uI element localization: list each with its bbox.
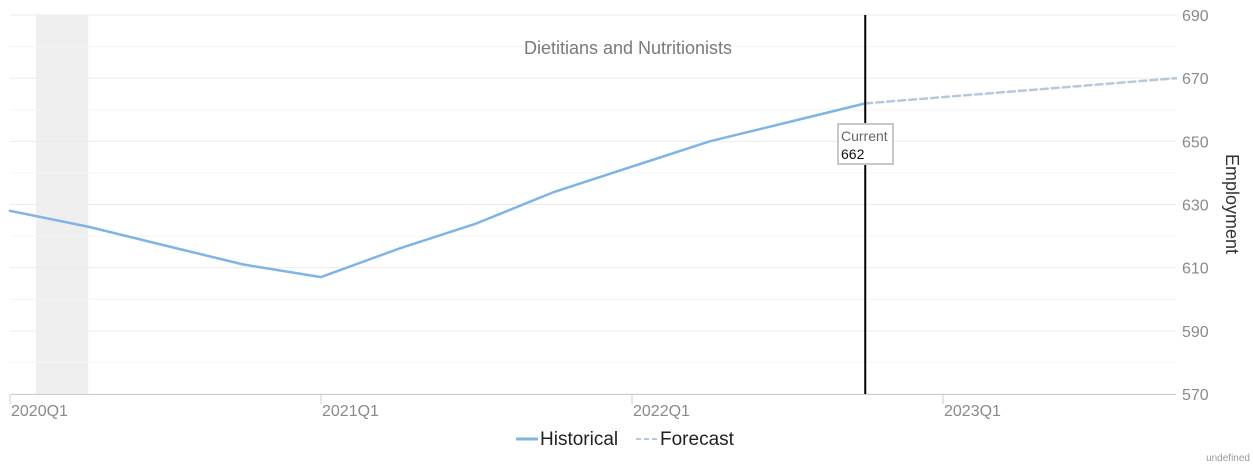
y-tick-label: 670 xyxy=(1182,71,1209,88)
y-tick-label: 590 xyxy=(1182,324,1209,341)
x-tick-label: 2020Q1 xyxy=(11,403,68,420)
y-tick-label: 610 xyxy=(1182,261,1209,278)
y-tick-label: 630 xyxy=(1182,198,1209,215)
tooltip-label: Current xyxy=(841,128,888,144)
chart-title: Dietitians and Nutritionists xyxy=(524,38,732,58)
y-axis-label: Employment xyxy=(1222,154,1242,254)
legend-label-historical: Historical xyxy=(540,429,618,450)
y-tick-label: 570 xyxy=(1182,387,1209,404)
y-tick-label: 690 xyxy=(1182,8,1209,25)
tooltip-value: 662 xyxy=(841,146,865,162)
series-line-forecast xyxy=(864,76,1178,105)
series-line-historical xyxy=(8,102,867,279)
current-tooltip: Current 662 xyxy=(837,123,894,165)
x-tick-label: 2023Q1 xyxy=(944,403,1001,420)
x-tick-label: 2021Q1 xyxy=(322,403,379,420)
x-tick-label: 2022Q1 xyxy=(633,403,690,420)
legend: Historical Forecast xyxy=(516,429,735,450)
legend-label-forecast: Forecast xyxy=(660,429,735,450)
footer-text: undefined xyxy=(1206,453,1250,464)
y-tick-label: 650 xyxy=(1182,134,1209,151)
tooltip-box xyxy=(837,123,894,165)
